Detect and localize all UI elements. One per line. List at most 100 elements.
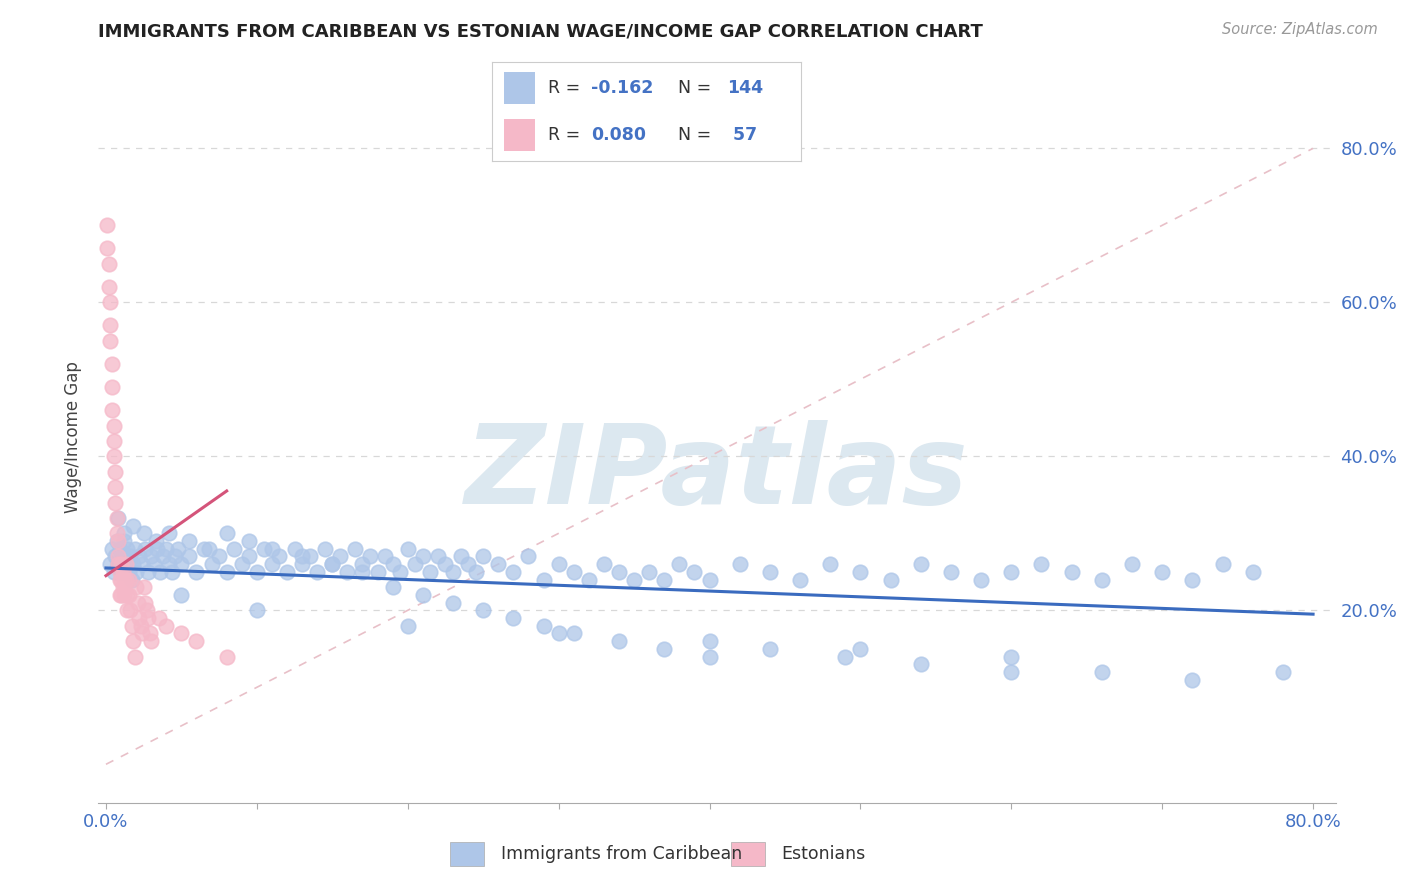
Point [177,549,200,564]
Point [224,541,246,556]
Point [668,557,690,571]
Point [98,280,121,294]
Point [101,403,124,417]
Point [108,573,131,587]
Point [107,557,129,571]
Point [352,557,374,571]
Text: IMMIGRANTS FROM CARIBBEAN VS ESTONIAN WAGE/INCOME GAP CORRELATION CHART: IMMIGRANTS FROM CARIBBEAN VS ESTONIAN WA… [98,22,983,40]
Point [143,557,166,571]
Point [1091,573,1114,587]
Point [517,549,540,564]
Point [107,534,129,549]
Point [146,541,169,556]
Point [104,495,127,509]
Point [157,526,180,541]
Point [562,565,585,579]
Point [114,573,136,587]
Point [136,565,159,579]
Point [134,596,156,610]
Point [441,596,464,610]
Point [101,541,124,556]
Text: Estonians: Estonians [782,845,866,863]
Text: R =: R = [548,126,585,144]
Point [1241,565,1264,579]
Point [101,357,124,371]
Point [910,657,932,672]
Point [1000,649,1022,664]
Point [910,557,932,571]
Point [298,549,321,564]
Point [412,588,434,602]
Y-axis label: Wage/Income Gap: Wage/Income Gap [65,361,83,513]
Point [107,549,129,564]
Point [472,549,495,564]
Point [578,573,600,587]
Point [104,480,127,494]
Point [215,565,238,579]
Point [110,557,132,571]
Point [111,565,134,579]
Point [103,565,125,579]
Point [122,518,145,533]
Point [336,565,359,579]
Point [970,573,993,587]
Bar [450,842,484,866]
Point [381,580,404,594]
Point [1121,557,1143,571]
Point [533,618,555,632]
Point [291,557,314,571]
Text: Source: ZipAtlas.com: Source: ZipAtlas.com [1222,22,1378,37]
Point [96,219,118,233]
Point [593,557,616,571]
Point [152,549,174,564]
Point [314,541,336,556]
Point [1181,673,1204,687]
Point [100,557,122,571]
Bar [505,72,536,103]
Point [145,534,167,549]
Point [128,611,150,625]
Point [404,557,426,571]
Point [167,541,190,556]
Point [117,588,139,602]
Point [389,565,412,579]
Point [215,526,238,541]
Point [193,541,215,556]
Point [374,549,396,564]
Point [105,511,128,525]
Point [231,557,253,571]
Point [115,588,138,602]
Point [486,557,509,571]
Point [396,618,419,632]
Point [562,626,585,640]
Text: N =: N = [678,79,717,97]
Point [105,534,128,549]
Point [849,565,872,579]
Point [699,573,721,587]
Point [291,549,314,564]
Point [170,557,193,571]
Point [260,541,283,556]
Point [246,565,269,579]
Point [260,557,283,571]
Point [1212,557,1234,571]
Point [132,580,155,594]
Point [352,565,374,579]
Point [149,565,172,579]
Point [110,588,132,602]
Point [699,649,721,664]
Point [100,295,122,310]
Point [359,549,381,564]
Point [426,549,449,564]
Point [1000,565,1022,579]
Point [135,603,157,617]
Point [276,565,298,579]
Point [111,549,134,564]
Point [112,534,135,549]
Text: Immigrants from Caribbean: Immigrants from Caribbean [501,845,742,863]
Point [683,565,706,579]
Point [457,557,479,571]
Point [419,565,441,579]
Point [396,541,419,556]
Point [412,549,434,564]
